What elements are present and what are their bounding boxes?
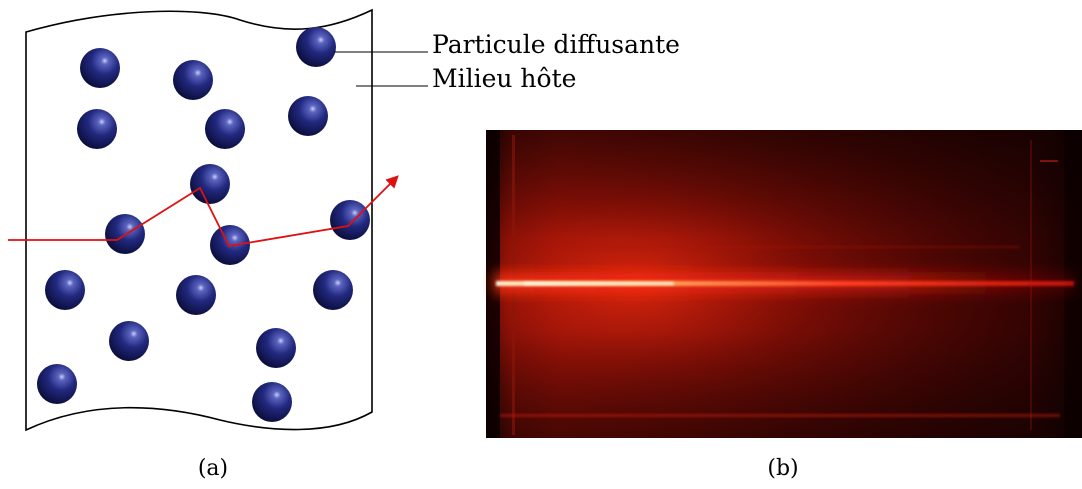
panel-a: Particule diffusante Milieu hôte (a) <box>8 8 680 481</box>
host-medium-sheet <box>25 8 373 432</box>
particle <box>313 270 353 310</box>
particle <box>190 164 230 204</box>
beam-photograph <box>486 130 1082 438</box>
particle <box>37 364 77 404</box>
particle <box>330 200 370 240</box>
particle <box>296 27 336 67</box>
particle <box>80 48 120 88</box>
particle <box>256 328 296 368</box>
particle <box>45 270 85 310</box>
particle <box>205 109 245 149</box>
medium-label: Milieu hôte <box>432 64 576 93</box>
particle <box>176 275 216 315</box>
particle <box>173 60 213 100</box>
panel-b: (b) <box>486 130 1082 481</box>
scattering-particles <box>37 27 370 422</box>
laser-beam <box>496 281 1074 286</box>
particle <box>77 109 117 149</box>
container-left-edge <box>486 130 500 438</box>
caption-b: (b) <box>767 456 798 481</box>
particle-label: Particule diffusante <box>432 30 680 59</box>
caption-a: (a) <box>198 456 228 481</box>
particle <box>252 382 292 422</box>
light-ray-path <box>8 175 399 247</box>
particle <box>288 96 328 136</box>
particle <box>109 321 149 361</box>
